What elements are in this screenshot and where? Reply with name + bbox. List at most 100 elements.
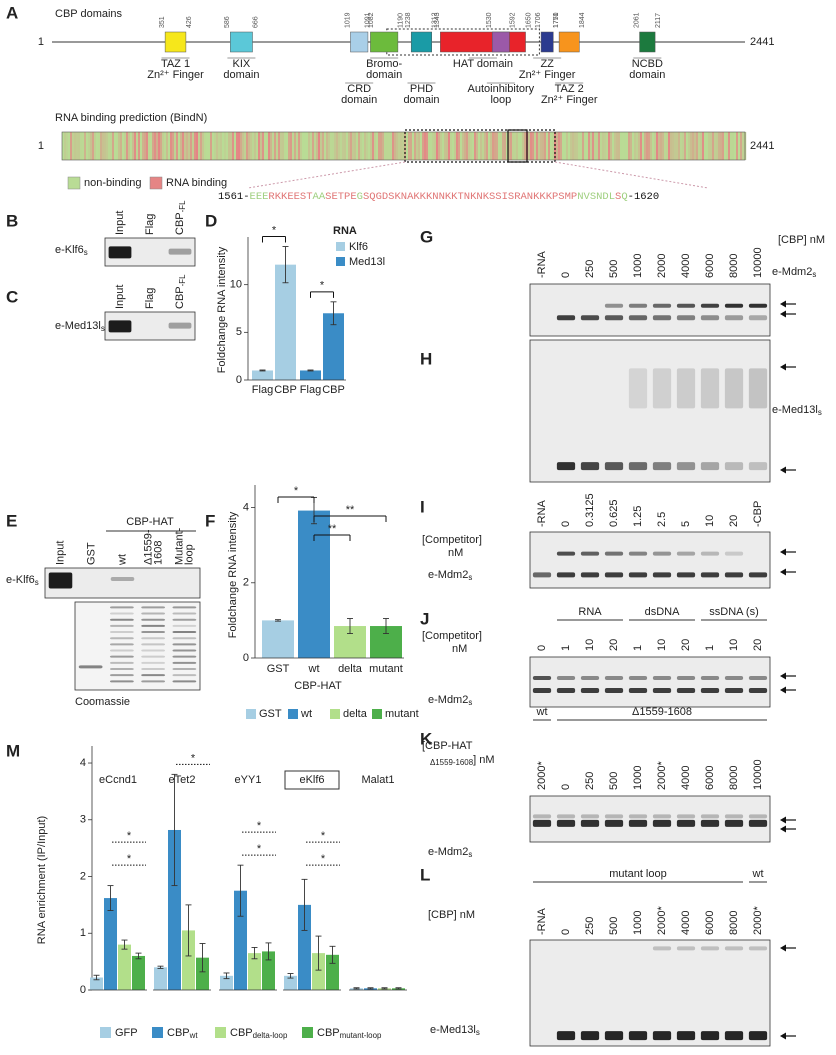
panel-letter: I	[420, 497, 425, 516]
heat-stripe	[268, 132, 271, 160]
heat-stripe	[258, 132, 261, 160]
lane-label: 6000	[704, 254, 716, 278]
probe-label-main: e-Mdm2	[772, 266, 812, 278]
significance-label: *	[127, 853, 132, 865]
panel-title: CBP domains	[55, 8, 123, 20]
heat-stripe	[510, 132, 513, 160]
lane-label: -CBP	[752, 501, 764, 527]
lane-label: 2000*	[752, 906, 764, 935]
heat-stripe	[440, 132, 443, 160]
unit-label: [CBP] nM	[778, 234, 825, 246]
heat-stripe	[172, 132, 175, 160]
position-label: 1091	[364, 12, 371, 28]
heat-stripe	[416, 132, 419, 160]
heat-stripe	[682, 132, 685, 160]
gel-band	[168, 248, 192, 255]
lane-label: 0.3125	[584, 493, 596, 527]
lane-label: 1000	[632, 911, 644, 935]
heat-stripe	[296, 132, 299, 160]
heat-stripe	[84, 132, 87, 160]
heat-stripe	[674, 132, 677, 160]
gel-band	[676, 368, 696, 409]
heat-stripe	[92, 132, 95, 160]
heat-stripe	[128, 132, 131, 160]
heat-stripe	[672, 132, 675, 160]
legend-sub: delta-loop	[253, 1031, 288, 1040]
heat-stripe	[450, 132, 453, 160]
heat-stripe	[668, 132, 671, 160]
gel-band	[141, 612, 165, 615]
heat-stripe	[574, 132, 577, 160]
heat-stripe	[120, 132, 123, 160]
heat-stripe	[496, 132, 499, 160]
lane-label: 1.25	[632, 506, 644, 527]
y-tick-label: 5	[236, 326, 242, 338]
y-axis-label: Foldchange RNA intensity	[216, 246, 228, 373]
domain-label: HAT domain	[453, 58, 513, 70]
heat-stripe	[688, 132, 691, 160]
heat-stripe	[484, 132, 487, 160]
heat-stripe	[288, 132, 291, 160]
lane-label: 2000*	[536, 761, 548, 790]
gel-band	[604, 303, 624, 308]
heat-stripe	[474, 132, 477, 160]
heat-stripe	[430, 132, 433, 160]
legend-sub: mutant-loop	[340, 1031, 382, 1040]
legend-swatch	[149, 176, 163, 190]
gel-band	[172, 631, 197, 634]
group-label: dsDNA	[645, 606, 681, 618]
gel-band	[724, 688, 744, 693]
lane-label: 6000	[704, 766, 716, 790]
gel-band	[628, 462, 648, 471]
bar	[234, 890, 247, 990]
x-tick-label: mutant	[369, 663, 403, 675]
heat-stripe	[212, 132, 215, 160]
heat-stripe	[500, 132, 503, 160]
gel-band	[110, 674, 134, 677]
gel-band	[108, 246, 132, 259]
heat-stripe	[406, 132, 409, 160]
heat-stripe	[304, 132, 307, 160]
heat-stripe	[64, 132, 67, 160]
heat-stripe	[178, 132, 181, 160]
heat-stripe	[548, 132, 551, 160]
heat-stripe	[366, 132, 369, 160]
legend-sub: wt	[189, 1031, 199, 1040]
heat-stripe	[506, 132, 509, 160]
heat-stripe	[676, 132, 679, 160]
lane-label-main: CBP	[174, 286, 186, 309]
bar	[275, 264, 296, 380]
legend-swatch	[100, 1027, 111, 1038]
gel-band	[172, 606, 197, 609]
heat-stripe	[558, 132, 561, 160]
gel-band	[110, 643, 134, 646]
gel-band	[604, 315, 624, 321]
heat-stripe	[550, 132, 553, 160]
start-label: 1	[38, 36, 44, 48]
heat-stripe	[98, 132, 101, 160]
gel-band	[676, 315, 696, 321]
gel-band	[110, 649, 134, 652]
gel-band	[556, 315, 576, 321]
legend-label: wt	[300, 708, 312, 720]
heat-stripe	[534, 132, 537, 160]
heat-stripe	[692, 132, 695, 160]
heat-stripe	[704, 132, 707, 160]
sequence-segment: NVSNDL	[577, 191, 615, 203]
gel-band	[724, 551, 744, 556]
domain-label: ZZ	[540, 58, 554, 70]
zoom-box	[404, 129, 556, 163]
bar	[284, 975, 297, 990]
gel-band	[724, 676, 744, 680]
group-label: wt	[536, 706, 548, 718]
heat-stripe	[580, 132, 583, 160]
gel-band	[580, 462, 600, 471]
heat-stripe	[196, 132, 199, 160]
heat-stripe	[732, 132, 735, 160]
heat-stripe	[612, 132, 615, 160]
domain-label: PHD	[410, 83, 433, 95]
lane-label: 500	[608, 260, 620, 278]
probe-label-sub: s	[468, 573, 472, 582]
heat-stripe	[504, 132, 507, 160]
bar	[132, 955, 145, 990]
